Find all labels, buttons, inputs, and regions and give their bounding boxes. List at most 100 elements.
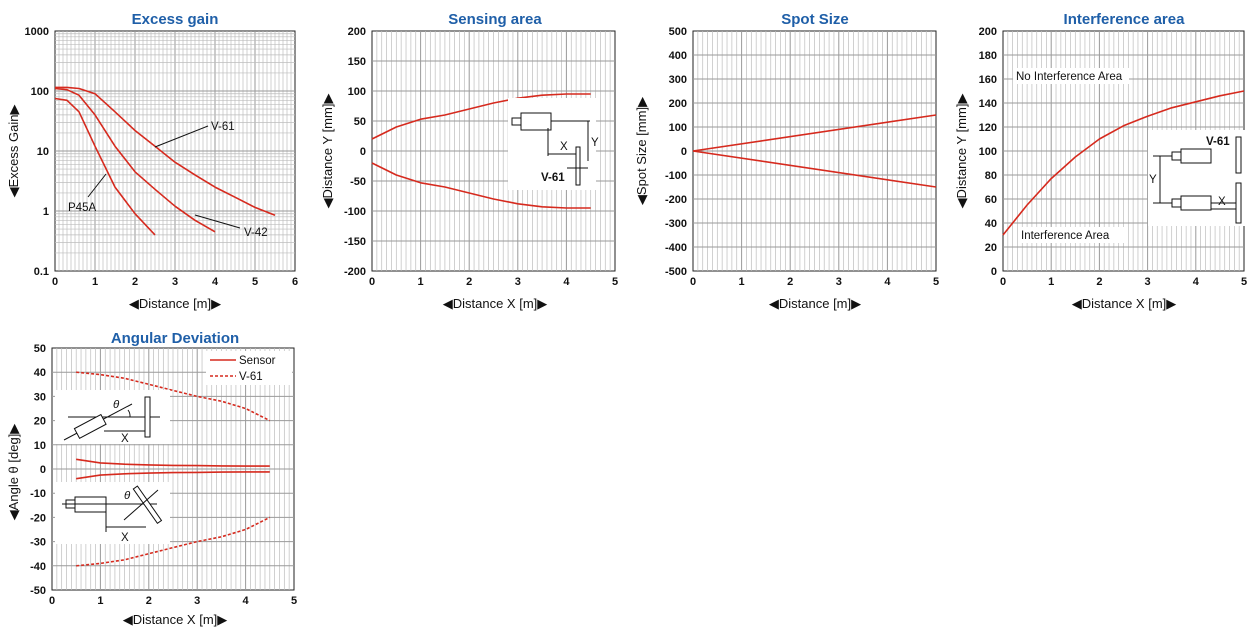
x-tick-label: 4 <box>884 276 891 288</box>
x-tick-label: 2 <box>466 276 472 288</box>
y-tick-label: 50 <box>354 116 366 128</box>
angle-arc <box>127 409 131 418</box>
y-tick-label: 10 <box>37 146 49 158</box>
series-line <box>692 150 937 188</box>
annotations: V-61 V-42 P45A <box>68 121 268 239</box>
series-line <box>55 86 276 216</box>
x-tick-label: 5 <box>1241 276 1247 288</box>
y-tick-label: -300 <box>665 218 687 230</box>
legend: Sensor V-61 <box>206 351 292 385</box>
y-tick-label: 1 <box>43 206 49 218</box>
x-tick-labels: 0 1 2 3 4 5 <box>1000 276 1247 288</box>
x-tick-label: 5 <box>252 276 258 288</box>
data-lines <box>371 93 591 209</box>
y-tick-label: 100 <box>348 86 366 98</box>
x-tick-label: 3 <box>515 276 521 288</box>
data-lines <box>76 371 271 567</box>
y-tick-label: 500 <box>669 26 687 38</box>
y-tick-label: 20 <box>34 416 46 428</box>
inset-label-x: X <box>121 433 129 445</box>
sensor-body-icon <box>73 413 107 440</box>
x-tick-label: 5 <box>612 276 618 288</box>
annotation-p45a: P45A <box>68 202 96 214</box>
x-tick-label: 4 <box>243 595 250 607</box>
x-tick-label: 1 <box>739 276 745 288</box>
y-tick-label: -100 <box>344 206 366 218</box>
y-tick-label: 0.1 <box>34 266 49 278</box>
y-tick-label: 100 <box>979 146 997 158</box>
legend-label-v61: V-61 <box>239 371 263 383</box>
y-tick-label: 0 <box>360 146 366 158</box>
x-tick-label: 2 <box>146 595 152 607</box>
inset-label-theta: θ <box>124 490 131 502</box>
x-tick-label: 0 <box>369 276 375 288</box>
target-plate-icon <box>144 396 151 438</box>
y-tick-label: 100 <box>31 86 49 98</box>
x-tick-labels: 0 1 2 3 4 5 6 <box>52 276 298 288</box>
y-tick-label: 100 <box>669 122 687 134</box>
x-tick-label: 4 <box>212 276 219 288</box>
x-tick-label: 2 <box>787 276 793 288</box>
y-tick-label: 1000 <box>25 26 49 38</box>
data-lines <box>1002 90 1245 236</box>
x-axis-label: ◀Distance X [m]▶ <box>123 612 228 627</box>
y-tick-label: 180 <box>979 50 997 62</box>
y-tick-label: -200 <box>344 266 366 278</box>
series-line <box>54 87 216 233</box>
series-line <box>692 114 937 152</box>
y-axis-label: ◀Angle θ [deg]▶ <box>6 424 21 521</box>
data-lines <box>692 114 937 188</box>
y-tick-label: -10 <box>30 488 46 500</box>
x-tick-label: 3 <box>172 276 178 288</box>
inset-label-v61: V-61 <box>1206 136 1230 148</box>
x-tick-label: 4 <box>563 276 570 288</box>
series-line <box>54 97 156 236</box>
y-tick-label: 0 <box>681 146 687 158</box>
grid <box>693 31 936 271</box>
inset-label-x: X <box>121 532 129 544</box>
angle-inset-bottom: θ X <box>55 482 170 544</box>
y-axis-label: ◀Spot Size [mm]▶ <box>634 97 649 205</box>
angle-inset-top: θ X <box>55 390 170 445</box>
x-tick-label: 1 <box>92 276 98 288</box>
inset-label-y: Y <box>591 137 599 149</box>
x-tick-label: 2 <box>1096 276 1102 288</box>
series-line <box>76 516 271 567</box>
y-tick-label: 120 <box>979 122 997 134</box>
y-axis-label: ◀Distance Y [mm]▶ <box>954 94 969 209</box>
x-tick-label: 5 <box>933 276 939 288</box>
x-tick-label: 6 <box>292 276 298 288</box>
annotation-no-interference: No Interference Area <box>1016 71 1123 83</box>
chart-title: Excess gain <box>132 11 219 28</box>
leader-line <box>194 214 241 229</box>
interference-inset-diagram: V-61 Y X <box>1148 130 1246 226</box>
data-lines <box>54 86 276 236</box>
series-line <box>371 162 591 209</box>
y-tick-label: 150 <box>348 56 366 68</box>
x-axis-label: ◀Distance [m]▶ <box>769 296 861 311</box>
y-tick-label: 200 <box>979 26 997 38</box>
x-axis-label: ◀Distance [m]▶ <box>129 296 221 311</box>
tilted-axis <box>123 489 159 521</box>
y-tick-label: 200 <box>348 26 366 38</box>
y-tick-label: 50 <box>34 343 46 355</box>
y-tick-label: 20 <box>985 242 997 254</box>
series-line <box>1002 90 1245 236</box>
interference-area-chart: 0 1 2 3 4 5 0 20 40 60 80 100 120 140 160 180 200 Inter… <box>954 11 1247 311</box>
x-tick-labels: 0 1 2 3 4 5 <box>49 595 297 607</box>
y-tick-label: 160 <box>979 74 997 86</box>
sensor-inset-diagram: X Y V-61 <box>508 98 599 190</box>
angular-deviation-chart: 0 1 2 3 4 5 -50 -40 -30 -20 -10 0 10 20 30 40 50 Angula… <box>6 330 297 627</box>
y-tick-label: 40 <box>34 367 46 379</box>
y-tick-label: -150 <box>344 236 366 248</box>
sensor-body-icon <box>1180 148 1212 164</box>
x-tick-label: 5 <box>291 595 297 607</box>
y-tick-label: 0 <box>991 266 997 278</box>
y-tick-labels: 0 20 40 60 80 100 120 140 160 180 200 <box>979 26 997 278</box>
y-tick-label: -400 <box>665 242 687 254</box>
y-tick-label: 80 <box>985 170 997 182</box>
y-tick-label: 0 <box>40 464 46 476</box>
leader-line <box>154 125 209 148</box>
y-tick-label: -50 <box>30 585 46 597</box>
